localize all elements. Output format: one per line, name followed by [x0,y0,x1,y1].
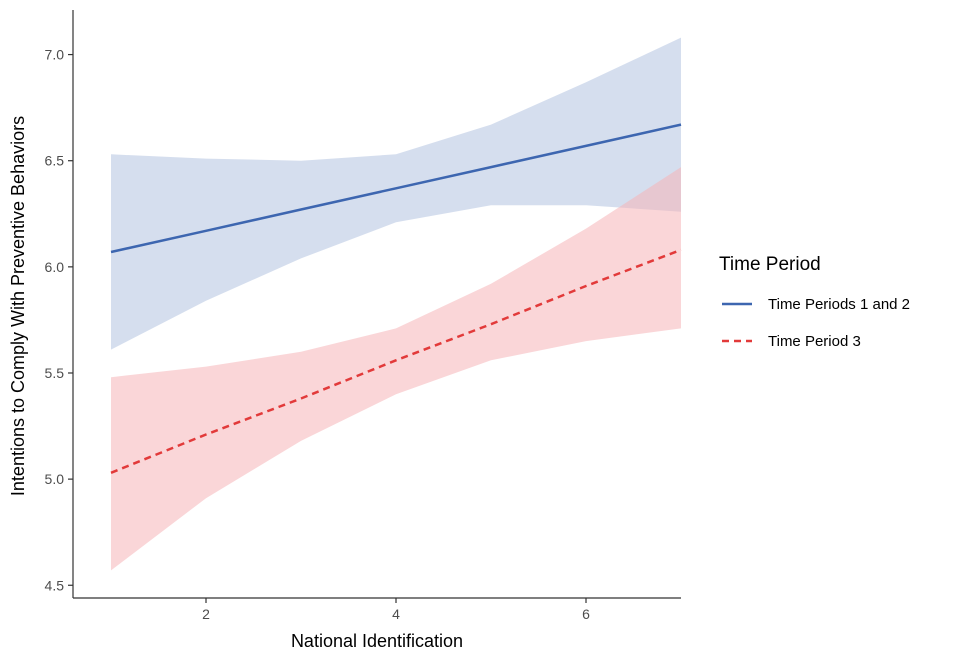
y-axis-title: Intentions to Comply With Preventive Beh… [8,116,28,496]
confidence-bands [111,37,681,571]
y-tick-label: 7.0 [45,47,65,63]
y-axis-ticks: 4.5 5.0 5.5 6.0 6.5 7.0 [45,47,73,593]
x-axis-title: National Identification [291,631,463,651]
y-tick-label: 5.0 [45,471,65,487]
legend-label-time-periods-1-and-2: Time Periods 1 and 2 [768,296,910,313]
legend-label-time-period-3: Time Period 3 [768,333,861,350]
y-tick-label: 6.0 [45,259,65,275]
series-line-time-periods-1-and-2 [110,123,682,254]
x-tick-label: 4 [392,606,400,622]
confidence-band-time-periods-1-and-2 [111,37,681,350]
y-tick-label: 5.5 [45,365,65,381]
series-line-time-period-3 [110,248,682,474]
series-lines [110,123,682,474]
y-tick-label: 6.5 [45,153,65,169]
confidence-band-time-period-3 [111,167,681,571]
legend: Time Period Time Periods 1 and 2 Time Pe… [719,254,910,350]
y-tick-label: 4.5 [45,577,65,593]
x-tick-label: 6 [582,606,590,622]
legend-title: Time Period [719,254,821,275]
x-tick-label: 2 [202,606,210,622]
x-axis-ticks: 2 4 6 [202,598,590,622]
